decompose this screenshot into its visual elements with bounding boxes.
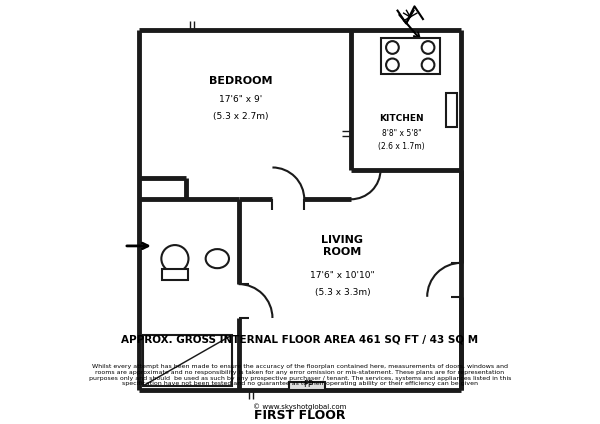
Circle shape [422, 59, 434, 71]
Text: APPROX. GROSS INTERNAL FLOOR AREA 461 SQ FT / 43 SQ M: APPROX. GROSS INTERNAL FLOOR AREA 461 SQ… [121, 334, 479, 344]
Text: 17'6" x 10'10": 17'6" x 10'10" [310, 271, 375, 280]
Text: 8'8" x 5'8": 8'8" x 5'8" [382, 129, 422, 138]
Text: Whilst every attempt has been made to ensure the accuracy of the floorplan conta: Whilst every attempt has been made to en… [89, 364, 511, 386]
Text: © www.skyshotglobal.com: © www.skyshotglobal.com [253, 404, 347, 410]
Text: 17'6" x 9': 17'6" x 9' [219, 95, 262, 104]
Bar [380, 38, 440, 74]
Circle shape [386, 59, 399, 71]
Text: LIVING
ROOM: LIVING ROOM [322, 235, 364, 257]
Ellipse shape [206, 249, 229, 268]
Text: (2.6 x 1.7m): (2.6 x 1.7m) [379, 142, 425, 151]
Text: (5.3 x 3.3m): (5.3 x 3.3m) [314, 288, 370, 297]
Polygon shape [139, 30, 461, 390]
Bar [289, 382, 325, 390]
Bar [446, 93, 457, 127]
Bar [162, 269, 188, 280]
Bar [143, 335, 232, 386]
Text: KITCHEN: KITCHEN [379, 114, 424, 123]
Text: FP: FP [302, 380, 313, 390]
Text: (5.3 x 2.7m): (5.3 x 2.7m) [213, 112, 268, 121]
Circle shape [386, 41, 399, 54]
Circle shape [422, 41, 434, 54]
Text: BEDROOM: BEDROOM [209, 75, 272, 86]
Circle shape [161, 245, 188, 272]
Text: FIRST FLOOR: FIRST FLOOR [254, 409, 346, 422]
